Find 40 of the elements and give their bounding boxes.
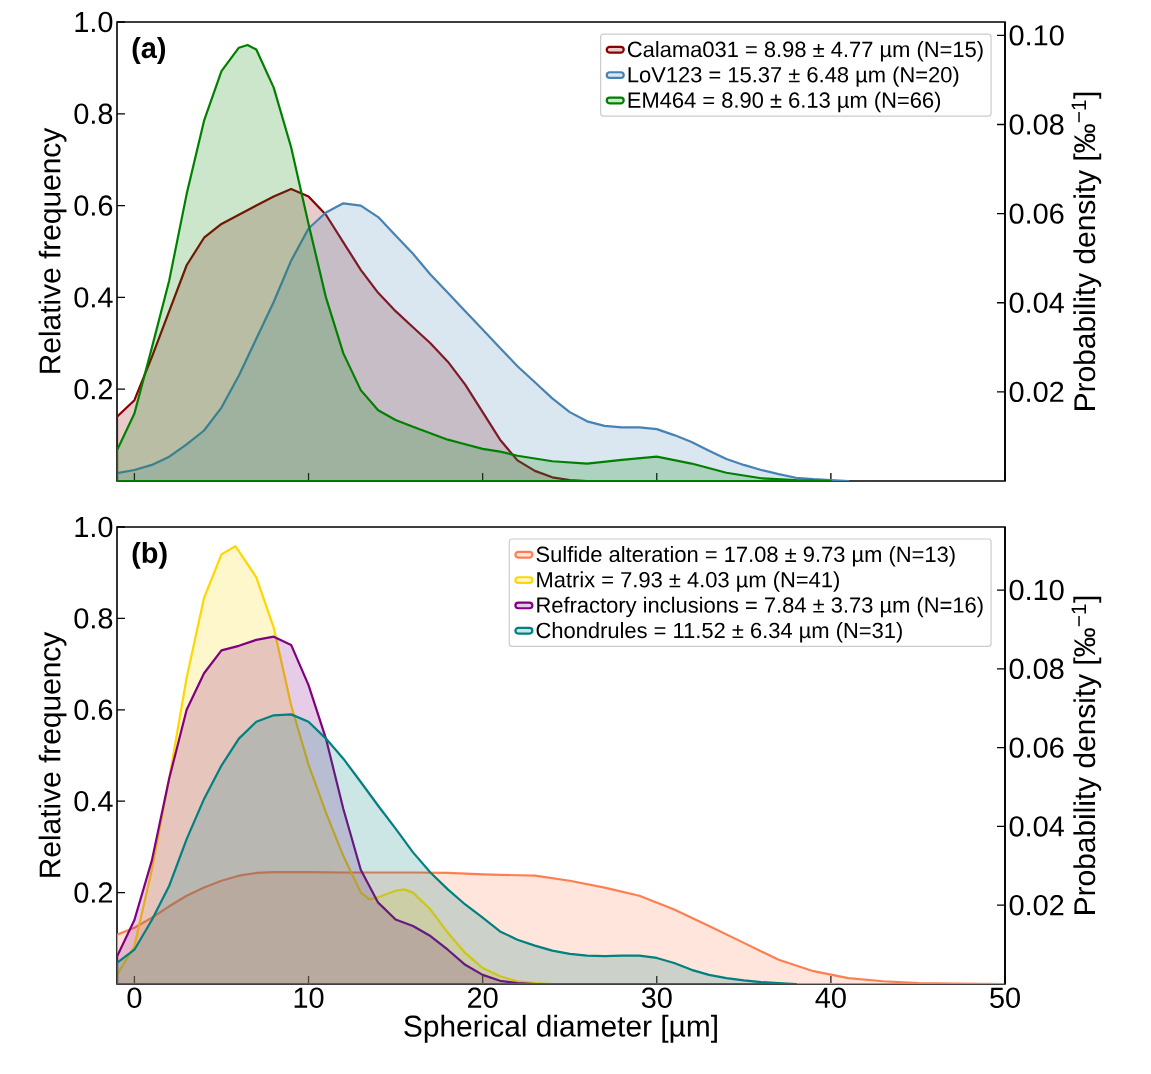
x-tick-label: 0 (127, 987, 142, 1008)
y2-tick-label: 0.06 (1009, 737, 1064, 758)
y-tick-label: 0.2 (74, 378, 113, 400)
y-axis-title: Relative frequency (38, 631, 67, 877)
y2-tick-label: 0.04 (1009, 292, 1064, 313)
legend-label: LoV123 = 15.37 ± 6.48 µm (N=20) (628, 66, 959, 87)
x-tick-label: 20 (468, 987, 498, 1008)
annotation: (b) (132, 541, 167, 569)
x-tick-label: 40 (815, 987, 846, 1008)
y-tick-label: 0.8 (74, 608, 113, 629)
y-tick-label: 0.2 (74, 882, 113, 903)
x-tick-label: 10 (294, 987, 324, 1008)
legend-label: EM464 = 8.90 ± 6.13 µm (N=66) (628, 91, 941, 113)
y-tick-label: 0.8 (74, 103, 113, 125)
legend-label: Refractory inclusions = 7.84 ± 3.73 µm (N=16) (537, 596, 983, 618)
y2-tick-label: 0.04 (1009, 816, 1064, 837)
y-tick-label: 1.0 (75, 516, 113, 538)
y-tick-label: 0.4 (74, 790, 113, 812)
y2-axis-title: Probability density [‰$^{−1}$] (1071, 596, 1102, 914)
y-tick-label: 1.0 (75, 11, 113, 33)
y2-tick-label: 0.10 (1009, 579, 1064, 601)
y2-tick-label: 0.08 (1009, 658, 1064, 680)
y2-tick-label: 0.10 (1009, 25, 1064, 46)
y-axis-title: Relative frequency (38, 127, 67, 373)
legend-label: Matrix = 7.93 ± 4.03 µm (N=41) (537, 571, 839, 592)
legend-label: Sulfide alteration = 17.08 ± 9.73 µm (N=13) (536, 546, 955, 567)
annotation: (a) (132, 36, 166, 64)
legend-label: Chondrules = 11.52 ± 6.34 µm (N=31) (536, 622, 902, 643)
y2-tick-label: 0.02 (1009, 381, 1064, 403)
x-axis-title: Spherical diameter [µm] (404, 1014, 717, 1043)
y2-tick-label: 0.06 (1009, 203, 1064, 224)
y2-axis-title: Probability density [‰$^{−1}$] (1071, 92, 1102, 410)
y-tick-label: 0.6 (74, 699, 113, 721)
y-tick-label: 0.4 (74, 287, 113, 308)
legend-label: Calama031 = 8.98 ± 4.77 µm (N=15) (627, 41, 983, 62)
x-tick-label: 30 (641, 987, 672, 1008)
y2-tick-label: 0.08 (1009, 114, 1064, 135)
y-tick-label: 0.6 (74, 195, 113, 216)
x-tick-label: 50 (990, 987, 1020, 1008)
y2-tick-label: 0.02 (1009, 894, 1064, 916)
